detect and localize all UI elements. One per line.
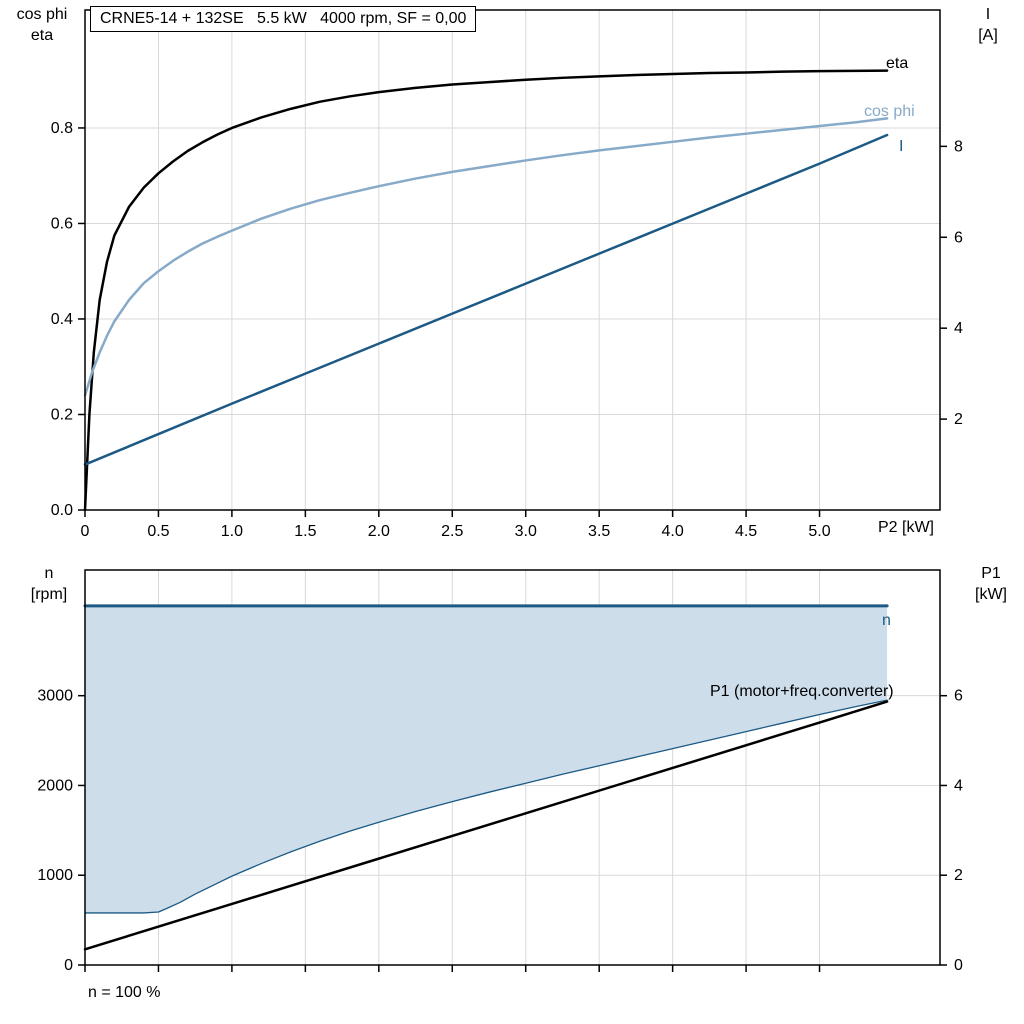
axis-title-eta: eta — [30, 27, 54, 44]
series-speed-band-lower-limit — [84, 699, 888, 914]
series-cos-phi — [83, 117, 889, 397]
series-label-current: I — [899, 138, 904, 155]
tick-label: 0.4 — [51, 311, 73, 328]
tick-label: 0 — [64, 957, 73, 974]
tick-label: 6 — [954, 688, 963, 705]
series-p1-motor-freq-converter- — [83, 700, 889, 951]
tick-label: 1.5 — [294, 523, 316, 540]
speed-range-band — [85, 605, 888, 913]
top-left-axis-title: cos phi eta — [6, 4, 78, 46]
axis-title-p1-unit: [kW] — [975, 586, 1007, 603]
top-right-axis-title: I [A] — [958, 4, 1018, 46]
tick-label: 5.0 — [808, 523, 830, 540]
x-axis-end-label: P2 [kW] — [877, 519, 934, 536]
tick-label: 0.6 — [51, 215, 73, 232]
series-i — [83, 133, 889, 466]
series-label-n: n — [882, 612, 891, 629]
tick-label: 4 — [954, 777, 963, 794]
axis-title-speed-unit: [rpm] — [30, 586, 68, 603]
tick-label: 1000 — [37, 867, 73, 884]
tick-label: 0.8 — [51, 120, 73, 137]
tick-label: 2 — [954, 411, 963, 428]
tick-label: 4.0 — [662, 523, 684, 540]
tick-label: 0.2 — [51, 406, 73, 423]
bottom-left-axis-title: n [rpm] — [18, 563, 80, 605]
axis-title-current: I — [985, 6, 991, 23]
tick-label: 0 — [81, 523, 90, 540]
tick-label: 3.0 — [515, 523, 537, 540]
tick-label: 2 — [954, 867, 963, 884]
bottom-right-axis-title: P1 [kW] — [960, 563, 1022, 605]
axis-title-p1: P1 — [981, 565, 1001, 582]
tick-label: 3.5 — [588, 523, 610, 540]
tick-label: 4 — [954, 320, 963, 337]
tick-label: 1.0 — [221, 523, 243, 540]
chart-title-box: CRNE5-14 + 132SE 5.5 kW 4000 rpm, SF = 0… — [90, 6, 477, 32]
tick-label: 2.5 — [441, 523, 463, 540]
series-label-cos-phi: cos phi — [864, 103, 915, 120]
tick-label: 0 — [954, 957, 963, 974]
tick-label: 2000 — [37, 777, 73, 794]
axis-title-current-unit: [A] — [978, 27, 998, 44]
tick-label: 0.5 — [147, 523, 169, 540]
tick-label: 6 — [954, 229, 963, 246]
axis-title-cos-phi: cos phi — [16, 6, 68, 23]
plot-border — [84, 569, 941, 966]
tick-label: 0.0 — [51, 502, 73, 519]
tick-label: 2.0 — [368, 523, 390, 540]
series-label-eta: eta — [886, 55, 909, 72]
series-label-p1: P1 (motor+freq.converter) — [710, 683, 894, 700]
tick-label: 8 — [954, 138, 963, 155]
speed-footnote: n = 100 % — [88, 984, 161, 1001]
tick-label: 3000 — [37, 688, 73, 705]
series-eta — [83, 69, 889, 512]
axis-title-speed: n — [44, 565, 54, 582]
plot-border — [84, 9, 941, 511]
tick-label: 4.5 — [735, 523, 757, 540]
